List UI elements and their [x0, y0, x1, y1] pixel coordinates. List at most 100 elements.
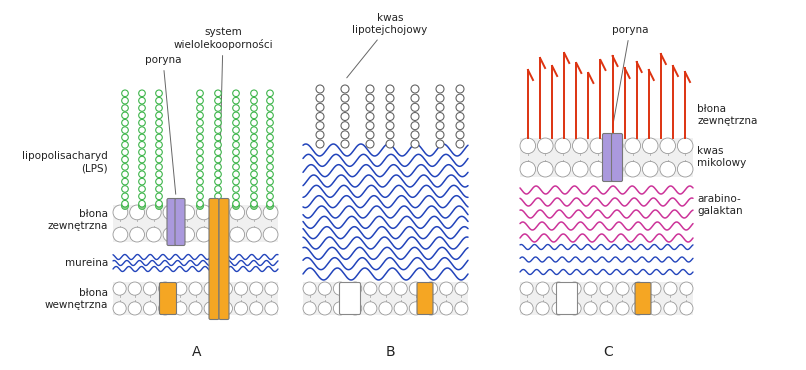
Circle shape [267, 202, 273, 209]
Circle shape [267, 149, 273, 155]
Circle shape [197, 227, 211, 242]
Circle shape [139, 202, 146, 209]
Circle shape [334, 302, 347, 315]
Circle shape [156, 193, 162, 200]
Circle shape [264, 205, 278, 220]
Bar [520, 282, 693, 315]
Circle shape [536, 282, 549, 295]
FancyBboxPatch shape [175, 198, 185, 246]
Circle shape [230, 205, 245, 220]
Circle shape [584, 282, 597, 295]
Circle shape [251, 141, 257, 148]
Circle shape [251, 202, 257, 209]
Circle shape [379, 282, 392, 295]
Circle shape [214, 134, 222, 141]
Circle shape [139, 186, 145, 192]
FancyBboxPatch shape [635, 283, 651, 314]
Circle shape [250, 302, 263, 315]
Circle shape [174, 282, 187, 295]
Circle shape [156, 141, 162, 148]
Circle shape [411, 103, 419, 111]
Circle shape [233, 201, 239, 207]
Circle shape [267, 134, 273, 141]
Circle shape [394, 282, 407, 295]
Circle shape [233, 149, 239, 155]
Circle shape [214, 193, 222, 200]
Circle shape [122, 134, 128, 141]
Circle shape [214, 186, 222, 192]
FancyBboxPatch shape [209, 198, 219, 320]
Circle shape [214, 149, 222, 155]
Circle shape [197, 134, 203, 141]
Circle shape [147, 205, 161, 220]
Circle shape [197, 105, 203, 111]
Circle shape [197, 120, 203, 126]
Circle shape [409, 282, 422, 295]
Circle shape [679, 282, 693, 295]
Circle shape [318, 282, 331, 295]
Circle shape [197, 186, 203, 192]
Circle shape [122, 202, 128, 209]
Circle shape [139, 149, 145, 155]
Circle shape [267, 178, 273, 185]
Circle shape [214, 201, 222, 207]
Circle shape [348, 282, 362, 295]
Circle shape [616, 282, 629, 295]
Circle shape [122, 186, 128, 192]
Circle shape [386, 94, 394, 102]
Circle shape [366, 94, 374, 102]
Circle shape [436, 112, 444, 121]
Circle shape [341, 94, 349, 102]
Circle shape [267, 141, 273, 148]
Circle shape [386, 140, 394, 148]
Circle shape [251, 186, 257, 192]
Circle shape [139, 193, 145, 200]
Circle shape [122, 127, 128, 134]
Circle shape [267, 112, 273, 119]
Circle shape [159, 282, 172, 295]
Circle shape [214, 112, 222, 119]
Circle shape [664, 282, 677, 295]
Circle shape [251, 112, 257, 119]
Circle shape [648, 282, 661, 295]
Circle shape [267, 156, 273, 163]
Circle shape [233, 171, 239, 178]
Circle shape [250, 282, 263, 295]
Circle shape [411, 112, 419, 121]
Circle shape [251, 171, 257, 178]
Bar [520, 138, 693, 177]
Circle shape [436, 103, 444, 111]
FancyBboxPatch shape [219, 198, 229, 320]
Circle shape [316, 140, 324, 148]
Circle shape [122, 141, 128, 148]
Circle shape [213, 205, 228, 220]
Circle shape [214, 127, 222, 134]
Circle shape [456, 140, 464, 148]
Circle shape [122, 156, 128, 163]
Circle shape [572, 161, 588, 177]
Text: system
wielolekooporności: system wielolekooporności [173, 27, 272, 194]
Circle shape [139, 201, 145, 207]
Circle shape [364, 282, 377, 295]
Circle shape [267, 90, 273, 97]
Circle shape [214, 164, 222, 170]
Circle shape [139, 134, 145, 141]
Circle shape [247, 205, 261, 220]
FancyBboxPatch shape [417, 283, 433, 314]
Circle shape [616, 302, 629, 315]
Circle shape [139, 120, 145, 126]
Circle shape [219, 302, 232, 315]
Circle shape [189, 302, 202, 315]
Circle shape [197, 201, 203, 207]
Circle shape [251, 105, 257, 111]
Circle shape [233, 178, 239, 185]
Text: błona
zewnętrzna: błona zewnętrzna [48, 209, 108, 231]
Circle shape [130, 227, 144, 242]
Circle shape [625, 161, 641, 177]
Circle shape [608, 138, 623, 154]
Circle shape [267, 171, 273, 178]
Circle shape [677, 161, 693, 177]
Circle shape [386, 85, 394, 93]
Text: poryna: poryna [145, 55, 181, 194]
Circle shape [251, 156, 257, 163]
